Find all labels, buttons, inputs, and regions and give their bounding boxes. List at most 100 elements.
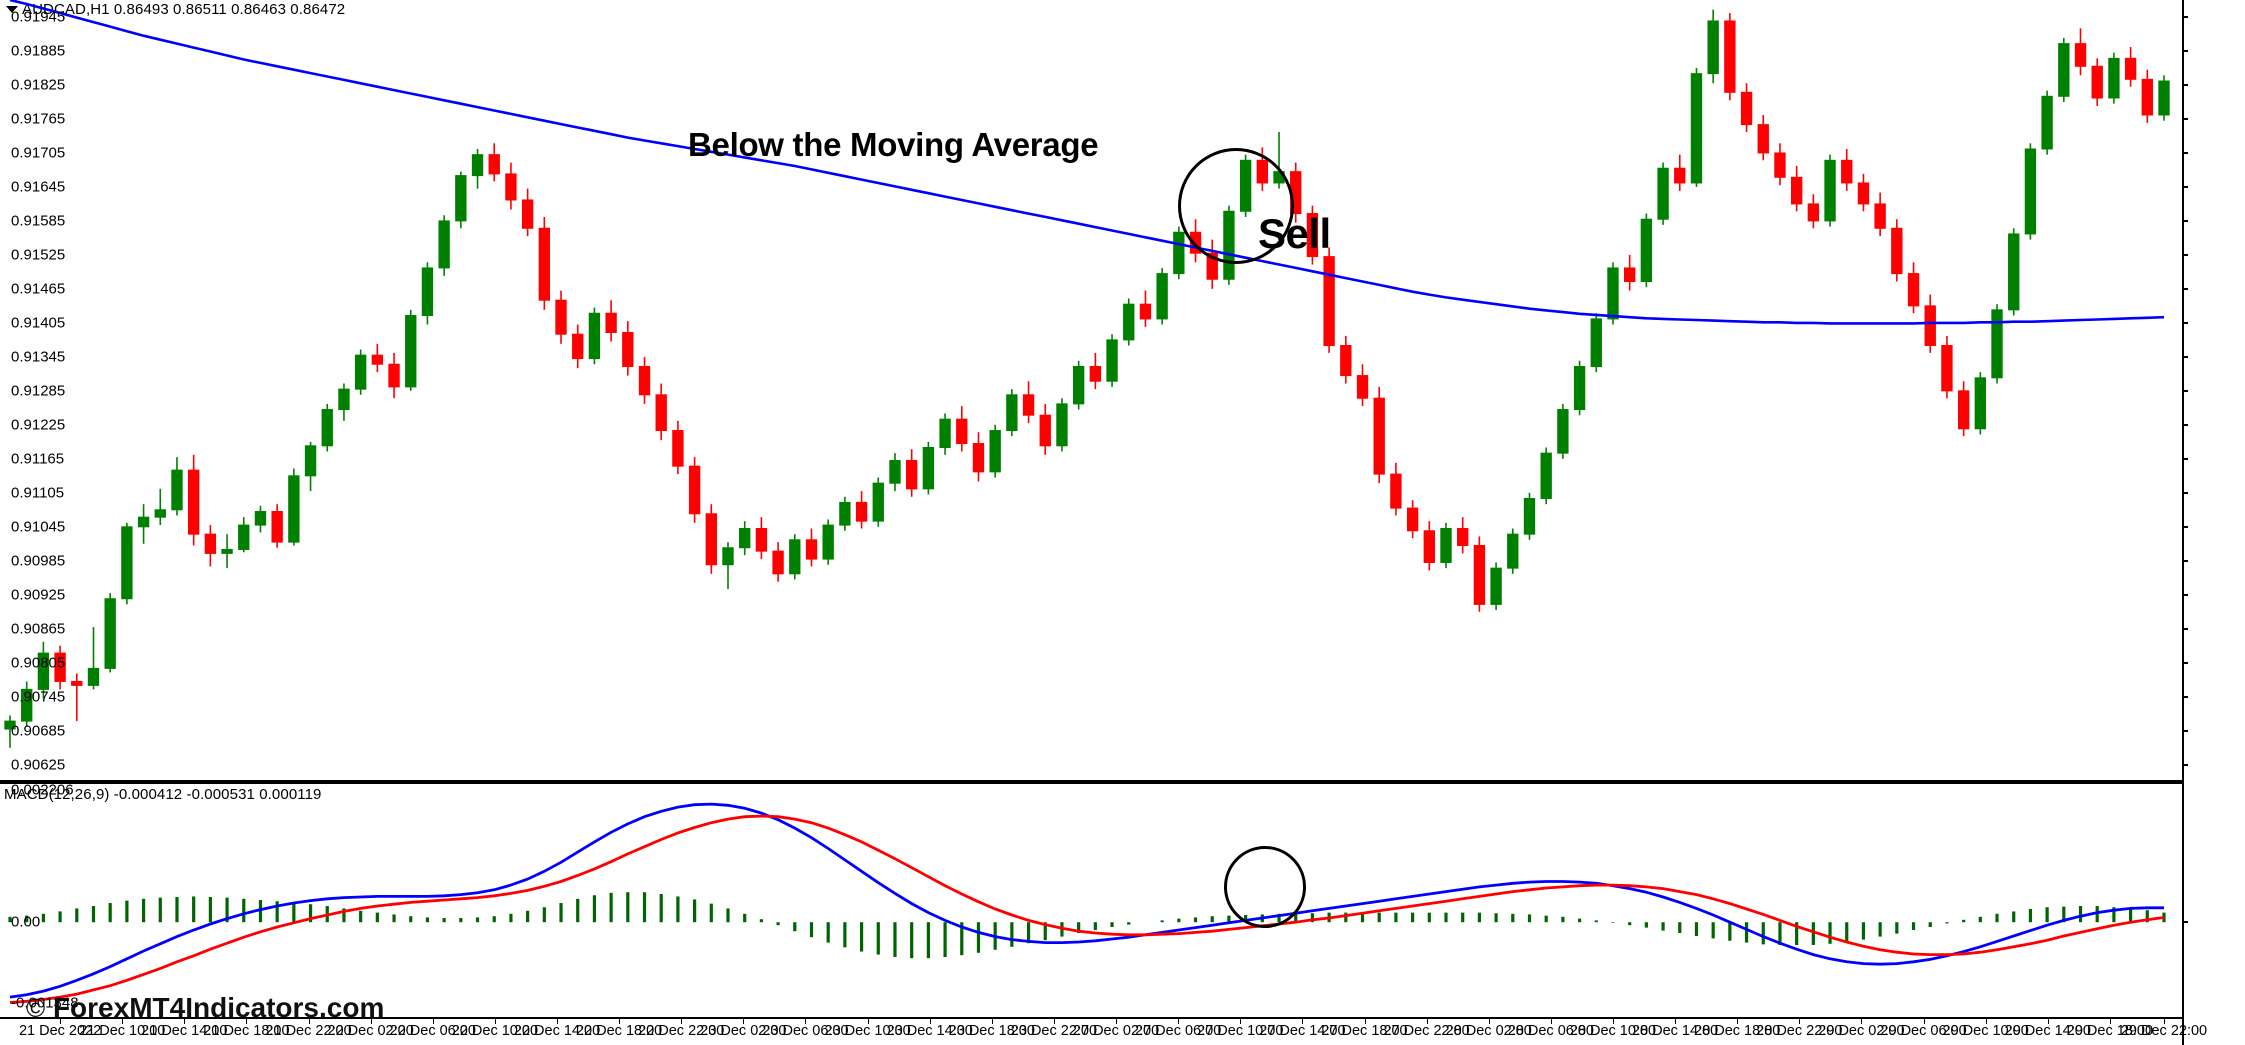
candle [1974,372,1987,435]
candle [1340,335,1352,384]
candle [1022,381,1035,424]
candle-body [1857,182,1870,205]
candle [1590,313,1602,373]
candle-body [1891,227,1903,275]
time-tick-label: 27 Dec 22:00 [1383,1023,1470,1039]
candle [338,383,350,421]
candle-body [1707,20,1719,75]
candle-body [972,443,985,473]
candle [137,504,150,544]
triangle-down-icon[interactable] [6,6,18,13]
price-tick-mark [2182,49,2188,52]
candle-body [1490,567,1502,605]
price-tick-label: 0.90685 [11,722,66,740]
time-tick-mark [308,1017,310,1024]
price-tick-label: 0.91405 [11,314,66,332]
time-tick-mark [1612,1017,1614,1024]
time-tick-mark [1240,1017,1242,1024]
time-tick-mark [60,1017,62,1024]
candle [755,517,768,560]
macd-signal-line [9,814,2165,1004]
time-tick-mark [1675,1017,1677,1024]
candle [354,349,367,395]
candle-body [655,394,667,432]
candle-body [622,332,634,367]
candle [21,681,33,727]
price-tick-label: 0.91345 [11,348,66,366]
candle-body [1590,318,1602,367]
price-tick-mark [2182,151,2188,154]
candle [1490,562,1502,611]
candle [455,171,467,229]
candle-body [1724,20,1736,93]
candle [1006,389,1018,437]
time-tick-label: 23 Dec 06:00 [762,1023,849,1039]
time-tick-label: 21 Dec 18:00 [203,1023,290,1039]
candle [1056,398,1068,452]
candle-body [1957,390,1970,430]
candle [1841,148,1853,191]
time-tick-label: 23 Dec 10:00 [824,1023,911,1039]
candle [1790,165,1803,212]
time-tick-mark [1550,1017,1552,1024]
candle [388,352,400,399]
time-tick-mark [1923,1017,1925,1024]
candle [1657,162,1669,225]
candle-body [855,501,868,522]
chart-bottom-border [0,1017,2182,1019]
moving-average-line [9,0,2165,325]
time-tick-label: 27 Dec 02:00 [1072,1023,1160,1039]
candle [972,432,985,482]
candle [1373,386,1385,484]
candle [2074,28,2087,76]
candle-body [1907,273,1920,307]
candle-body [538,227,551,301]
candle [1774,143,1786,186]
candle [1991,304,2003,384]
candle [1674,154,1686,191]
candle [1707,9,1719,84]
candle-body [87,667,100,686]
candle-body [956,418,968,445]
candle [2024,143,2037,240]
candle [989,424,1001,478]
price-tick-label: 0.91585 [11,212,66,230]
price-tick-label: 0.90865 [11,620,66,638]
macd-tick-label: -0.001348 [11,994,79,1012]
candle-body [455,175,467,222]
candle [288,468,300,546]
candle [688,457,701,523]
candle-body [1006,394,1018,432]
copyright-icon: © [26,993,46,1023]
candle [438,215,450,276]
time-tick-mark [1178,1017,1180,1024]
candle [221,534,233,569]
candle-body [204,533,217,554]
price-tick-mark [2182,355,2188,358]
candle [956,406,968,452]
candle-body [1690,73,1703,184]
candle-body [1473,544,1486,605]
price-tick-label: 0.91465 [11,280,66,298]
candle [1039,403,1051,455]
time-tick-label: 23 Dec 18:00 [948,1023,1035,1039]
candle-body [1573,365,1586,411]
time-tick-mark [1488,1017,1490,1024]
price-tick-mark [2182,219,2188,222]
time-tick-mark [1053,1017,1055,1024]
price-tick-mark [2182,729,2188,732]
candle [2008,228,2020,316]
time-tick-label: 27 Dec 14:00 [1259,1023,1346,1039]
candle-body [2124,57,2137,80]
candle-body [1807,203,1820,222]
candle-body [1156,273,1168,320]
time-tick-label: 21 Dec 10:00 [79,1023,166,1039]
time-tick-label: 22 Dec 22:00 [638,1023,725,1039]
candle [1623,254,1636,291]
candle-body [588,312,601,360]
time-tick-mark [2164,1017,2165,1024]
price-tick-label: 0.91765 [11,110,66,128]
candle [405,309,417,391]
candle-body [254,511,267,526]
